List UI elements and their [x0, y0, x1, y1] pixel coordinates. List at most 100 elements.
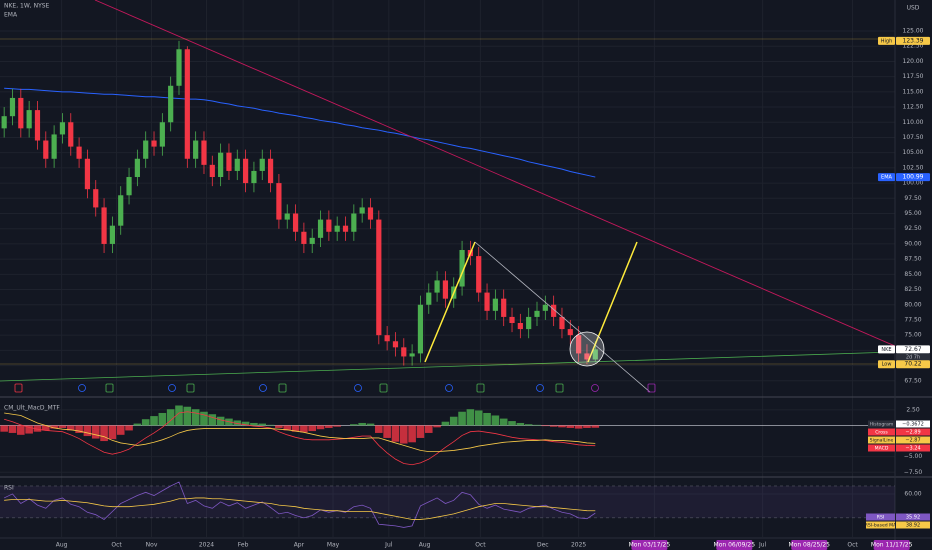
- legend-name-box: [866, 521, 895, 529]
- x-tick-label: 2024: [199, 542, 214, 549]
- x-tick-label: Oct: [475, 542, 486, 549]
- histogram-bar: [333, 425, 341, 427]
- x-tick-label: Jul: [384, 542, 393, 549]
- countdown: 2d 7h: [906, 354, 920, 360]
- y-tick-label: 82.50: [904, 286, 921, 293]
- legend-value: −3.24: [905, 446, 920, 452]
- drawings: [0, 0, 896, 393]
- legend-value-box: [896, 420, 930, 428]
- histogram-bar: [383, 425, 391, 438]
- dividend-marker: [259, 384, 267, 392]
- dividend-marker: [78, 384, 86, 392]
- legend-value-box: [896, 521, 930, 529]
- candle-body: [317, 219, 324, 238]
- histogram-bar: [166, 409, 175, 426]
- candle-body: [68, 122, 74, 147]
- price-label-value: 100.99: [903, 174, 924, 181]
- price-label-value: 123.39: [903, 37, 924, 44]
- legend-value-box: [896, 444, 930, 452]
- histogram-bar: [424, 425, 433, 433]
- legend-name: MACD: [875, 446, 889, 452]
- ema-line: [4, 87, 596, 178]
- candle-body: [534, 310, 540, 317]
- candle-body: [93, 189, 99, 208]
- candle-body: [542, 304, 548, 311]
- histogram-bar: [75, 425, 83, 433]
- candle-body: [284, 213, 290, 220]
- histogram-bar: [25, 425, 33, 434]
- support-line: [0, 351, 896, 382]
- channel-line: [474, 241, 651, 393]
- dividend-marker: [354, 384, 362, 392]
- labels: AugOctNov2024FebAprMayJulAugOctDec2025Ap…: [56, 28, 930, 550]
- candle-body: [459, 250, 465, 287]
- impulse-line: [424, 241, 476, 363]
- histogram-bar: [491, 415, 500, 426]
- candle-body: [259, 158, 265, 171]
- candle-body: [168, 85, 174, 123]
- candle-body: [351, 213, 357, 232]
- x-tick-label: May: [327, 542, 340, 549]
- histogram-bar: [275, 425, 283, 428]
- x-tick-label: Aug: [419, 542, 431, 549]
- earnings-marker: [14, 383, 23, 393]
- candle-body: [118, 195, 124, 226]
- candle-body: [184, 49, 190, 159]
- histogram-bar: [408, 425, 416, 443]
- y-tick-label: 122.50: [903, 43, 924, 50]
- candle-body: [218, 152, 224, 178]
- legend-name-box: [868, 444, 895, 452]
- histogram-bar: [241, 421, 250, 426]
- y-tick-label: 77.50: [904, 316, 921, 323]
- price-label-value: 72.67: [904, 346, 921, 353]
- price-label-box: [896, 360, 930, 369]
- legend-name: RSI-based MA: [865, 523, 897, 529]
- histogram-bar: [83, 425, 92, 437]
- y-tick-label: 85.00: [904, 271, 921, 278]
- x-tick-label: 2025: [571, 542, 586, 549]
- legend-value: −0.3672: [902, 422, 924, 428]
- histogram-bar: [150, 416, 158, 426]
- legend-value-box: [896, 436, 930, 444]
- price-label-name: NKE: [881, 347, 891, 353]
- highlight-circle: [569, 331, 605, 367]
- histogram-bar: [483, 412, 491, 426]
- macd-line: [4, 411, 596, 466]
- candle-body: [584, 353, 590, 360]
- histogram-bar: [549, 425, 558, 427]
- y-tick-label: 105.00: [903, 149, 924, 156]
- candle-body: [209, 164, 215, 178]
- y-tick-label: 112.50: [903, 104, 924, 111]
- candle-body: [309, 237, 315, 244]
- histogram-bar: [91, 425, 100, 439]
- legend-value-box: [896, 513, 930, 521]
- candle-body: [592, 349, 598, 360]
- x-tick-label: Jul: [758, 542, 767, 549]
- symbol-title: NKE, 1W, NYSE: [4, 3, 50, 10]
- x-tick-label: Oct: [111, 542, 122, 549]
- price-label-name: EMA: [881, 175, 892, 181]
- candle-body: [367, 207, 374, 220]
- y-tick-label: 92.50: [904, 225, 921, 232]
- histogram-bar: [399, 425, 408, 444]
- y-tick-label: 100.00: [903, 180, 924, 187]
- legend-name: Cross: [875, 430, 888, 436]
- histogram-bar: [366, 423, 375, 426]
- legend-name-box: [866, 513, 895, 521]
- candle-body: [76, 146, 82, 159]
- y-tick-label: −5.00: [904, 453, 923, 460]
- date-marker-label: Mon 06/09/25: [714, 542, 756, 549]
- trend-line: [94, 0, 896, 347]
- y-tick-label: 80.00: [904, 301, 921, 308]
- histogram-bar: [133, 423, 142, 426]
- y-tick-label: 110.00: [903, 119, 924, 126]
- histogram-bar: [358, 422, 366, 426]
- histogram-bar: [474, 410, 483, 426]
- dividend-marker: [591, 384, 599, 392]
- candle-body: [143, 140, 149, 159]
- histogram-bar: [350, 424, 358, 426]
- x-tick-label: Oct: [847, 542, 858, 549]
- price-label-name-box: [878, 36, 895, 45]
- y-tick-label: 107.50: [903, 134, 924, 141]
